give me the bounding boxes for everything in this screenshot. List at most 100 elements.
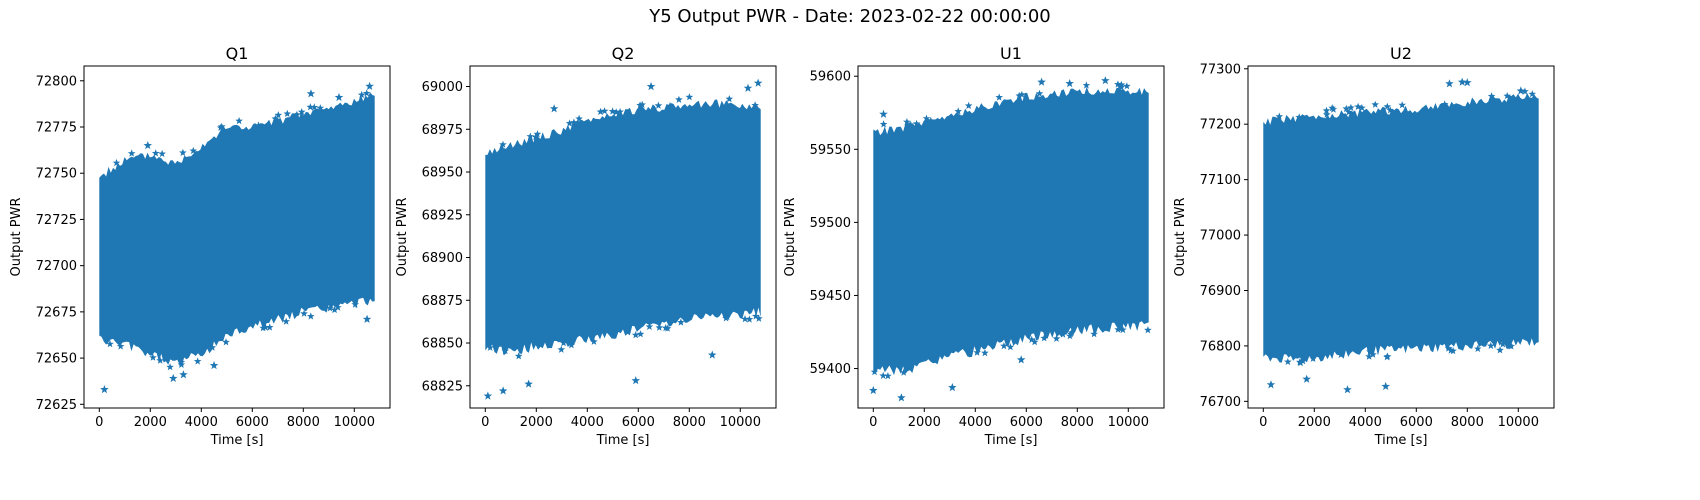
data-point <box>486 343 494 351</box>
point-cloud <box>99 92 375 366</box>
y-tick-label: 59500 <box>810 216 851 231</box>
data-point <box>1309 354 1317 362</box>
data-point <box>565 119 574 127</box>
data-point <box>351 300 359 308</box>
subplot-u1: 0 2000 4000 6000 8000 10000 59400 59450 59500 595… <box>783 44 1165 448</box>
data-point <box>235 117 243 125</box>
data-point <box>524 379 533 388</box>
y-tick-label: 72625 <box>36 398 77 413</box>
figure-title: Y5 Output PWR - Date: 2023-02-22 00:00:0… <box>649 6 1051 27</box>
data-point <box>645 322 654 330</box>
y-tick-label: 68825 <box>422 379 463 394</box>
data-point <box>1381 381 1390 390</box>
y-tick-label: 68900 <box>422 251 463 266</box>
data-point <box>1016 355 1026 364</box>
data-point <box>964 101 973 109</box>
data-point <box>261 323 270 331</box>
data-point <box>1463 78 1472 87</box>
data-point <box>723 312 731 321</box>
y-tick-label: 72750 <box>36 167 77 182</box>
data-point <box>685 93 694 101</box>
data-point <box>158 149 166 158</box>
data-point <box>722 314 730 322</box>
data-point <box>1090 330 1098 338</box>
data-point <box>654 101 663 109</box>
y-tick-label: 77000 <box>1200 229 1241 244</box>
data-point <box>1027 335 1036 343</box>
data-point <box>616 107 624 116</box>
x-axis-label: Time [s] <box>596 433 650 448</box>
data-point <box>1449 346 1457 355</box>
data-region <box>869 76 1152 402</box>
data-point <box>297 108 306 116</box>
x-tick-label: 10000 <box>334 415 375 430</box>
y-tick-label: 68975 <box>422 123 463 138</box>
data-point <box>596 107 605 116</box>
data-point <box>1059 330 1067 338</box>
data-point <box>127 149 136 157</box>
data-point <box>1528 90 1537 98</box>
data-point <box>1123 82 1131 90</box>
data-point <box>559 339 568 347</box>
data-point <box>1343 385 1352 394</box>
data-point <box>1496 346 1504 354</box>
x-axis-label: Time [s] <box>1374 433 1428 448</box>
data-point <box>177 360 186 368</box>
data-point <box>751 101 759 109</box>
data-point <box>1082 81 1091 89</box>
data-point <box>973 348 981 356</box>
data-point <box>1447 346 1455 354</box>
data-point <box>1065 79 1074 88</box>
data-point <box>1015 91 1023 99</box>
data-point <box>1328 104 1336 112</box>
data-point <box>365 81 374 90</box>
data-point <box>1144 326 1152 334</box>
data-point <box>745 315 754 323</box>
data-point <box>638 100 646 108</box>
data-point <box>1337 350 1345 358</box>
data-point <box>1354 102 1362 110</box>
data-point <box>666 101 674 110</box>
data-point <box>752 312 760 320</box>
data-point <box>1101 76 1110 85</box>
data-point <box>663 324 672 332</box>
data-point <box>899 368 908 376</box>
data-point <box>884 372 892 380</box>
data-point <box>283 109 292 117</box>
data-point <box>216 123 225 131</box>
y-tick-label: 76700 <box>1200 395 1241 410</box>
data-point <box>1342 104 1351 112</box>
y-tick-label: 77200 <box>1200 118 1241 133</box>
data-point <box>1117 83 1126 91</box>
data-point <box>362 314 372 323</box>
data-point <box>254 121 263 129</box>
point-cloud <box>873 86 1149 376</box>
data-point <box>948 383 957 392</box>
x-tick-label: 0 <box>869 415 877 430</box>
x-tick-label: 8000 <box>1451 415 1484 430</box>
data-point <box>1067 328 1076 336</box>
data-point <box>307 312 315 320</box>
data-point <box>209 361 219 370</box>
y-tick-label: 59400 <box>810 362 851 377</box>
data-point <box>151 149 160 157</box>
x-tick-label: 4000 <box>571 415 604 430</box>
data-point <box>655 323 664 331</box>
y-tick-label: 76800 <box>1200 339 1241 354</box>
data-point <box>1365 352 1373 360</box>
data-point <box>1457 77 1467 86</box>
x-tick-label: 6000 <box>622 415 655 430</box>
y-tick-label: 59450 <box>810 289 851 304</box>
y-tick-label: 59550 <box>810 143 851 158</box>
data-point <box>995 93 1003 101</box>
data-point <box>514 352 523 360</box>
data-point <box>1507 342 1515 350</box>
data-point <box>870 367 879 376</box>
data-point <box>112 158 121 167</box>
data-point <box>357 90 366 99</box>
y-axis-label: Output PWR <box>783 197 798 276</box>
data-point <box>306 89 316 98</box>
data-point <box>1266 380 1276 389</box>
point-cloud <box>485 99 761 356</box>
data-point <box>954 107 962 115</box>
